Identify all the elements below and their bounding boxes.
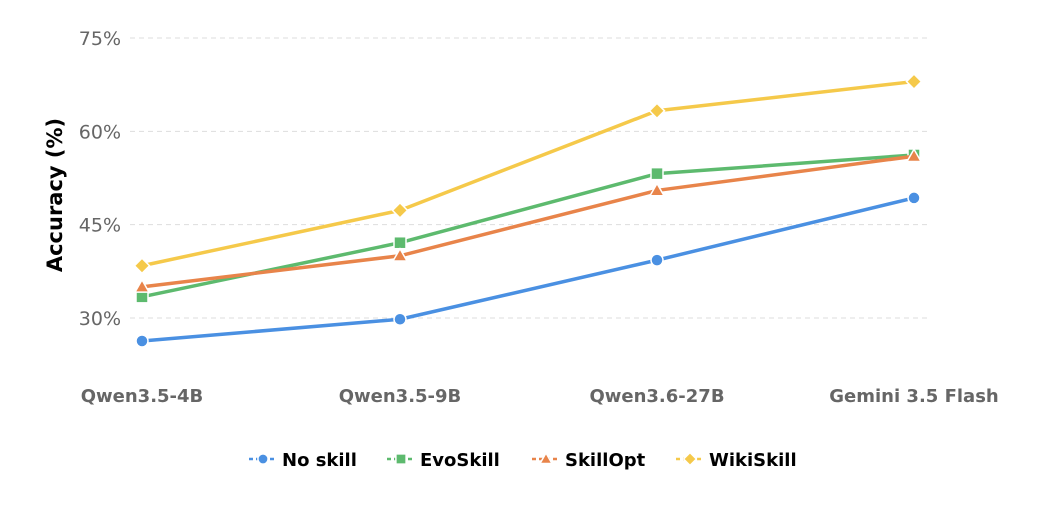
series-wikiskill <box>133 72 923 275</box>
data-point-skillopt <box>391 247 409 262</box>
legend: No skill EvoSkill SkillOpt WikiSkill <box>249 450 797 471</box>
legend-label-wikiskill: WikiSkill <box>709 450 797 471</box>
data-point-wikiskill <box>905 72 923 91</box>
series-line-no-skill <box>140 196 916 343</box>
legend-item-evoskill: EvoSkill <box>387 450 500 471</box>
legend-marker-evoskill <box>395 453 407 465</box>
series-skillopt <box>133 147 923 293</box>
y-tick-label: 30% <box>79 308 121 330</box>
data-point-skillopt <box>648 181 666 197</box>
x-tick-label: Qwen3.5-4B <box>81 386 204 407</box>
data-point-no-skill <box>650 253 664 267</box>
legend-item-wikiskill: WikiSkill <box>676 450 797 471</box>
gridlines <box>130 37 930 319</box>
legend-marker-wikiskill <box>682 451 698 467</box>
y-tick-label: 60% <box>79 121 121 143</box>
data-point-no-skill <box>135 334 149 348</box>
legend-label-skillopt: SkillOpt <box>565 450 646 471</box>
x-tick-label: Gemini 3.5 Flash <box>829 386 998 407</box>
legend-item-skillopt: SkillOpt <box>532 450 646 471</box>
y-axis-ticks: 30% 45% 60% 75% <box>79 28 121 330</box>
legend-label-no-skill: No skill <box>282 450 357 471</box>
series-line-skillopt <box>140 154 916 289</box>
series-line-wikiskill <box>140 79 916 268</box>
y-tick-label: 75% <box>79 28 121 50</box>
series <box>133 72 923 348</box>
x-tick-label: Qwen3.6-27B <box>589 386 724 407</box>
x-tick-label: Qwen3.5-9B <box>339 386 462 407</box>
y-tick-label: 45% <box>79 215 121 237</box>
data-point-evoskill <box>650 166 664 181</box>
legend-marker-skillopt <box>538 451 554 465</box>
data-point-evoskill <box>393 235 407 250</box>
y-axis-label: Accuracy (%) <box>43 118 67 272</box>
data-point-wikiskill <box>648 102 666 120</box>
data-point-no-skill <box>907 191 921 205</box>
data-point-wikiskill <box>133 257 151 275</box>
legend-label-evoskill: EvoSkill <box>420 450 500 471</box>
data-point-skillopt <box>133 278 151 293</box>
series-no-skill <box>135 191 921 348</box>
data-point-no-skill <box>393 312 407 326</box>
legend-marker-no-skill <box>257 453 269 465</box>
x-axis-ticks: Qwen3.5-4B Qwen3.5-9B Qwen3.6-27B Gemini 3.… <box>81 386 999 407</box>
data-point-wikiskill <box>391 201 409 219</box>
legend-item-no-skill: No skill <box>249 450 357 471</box>
data-point-skillopt <box>905 147 923 163</box>
